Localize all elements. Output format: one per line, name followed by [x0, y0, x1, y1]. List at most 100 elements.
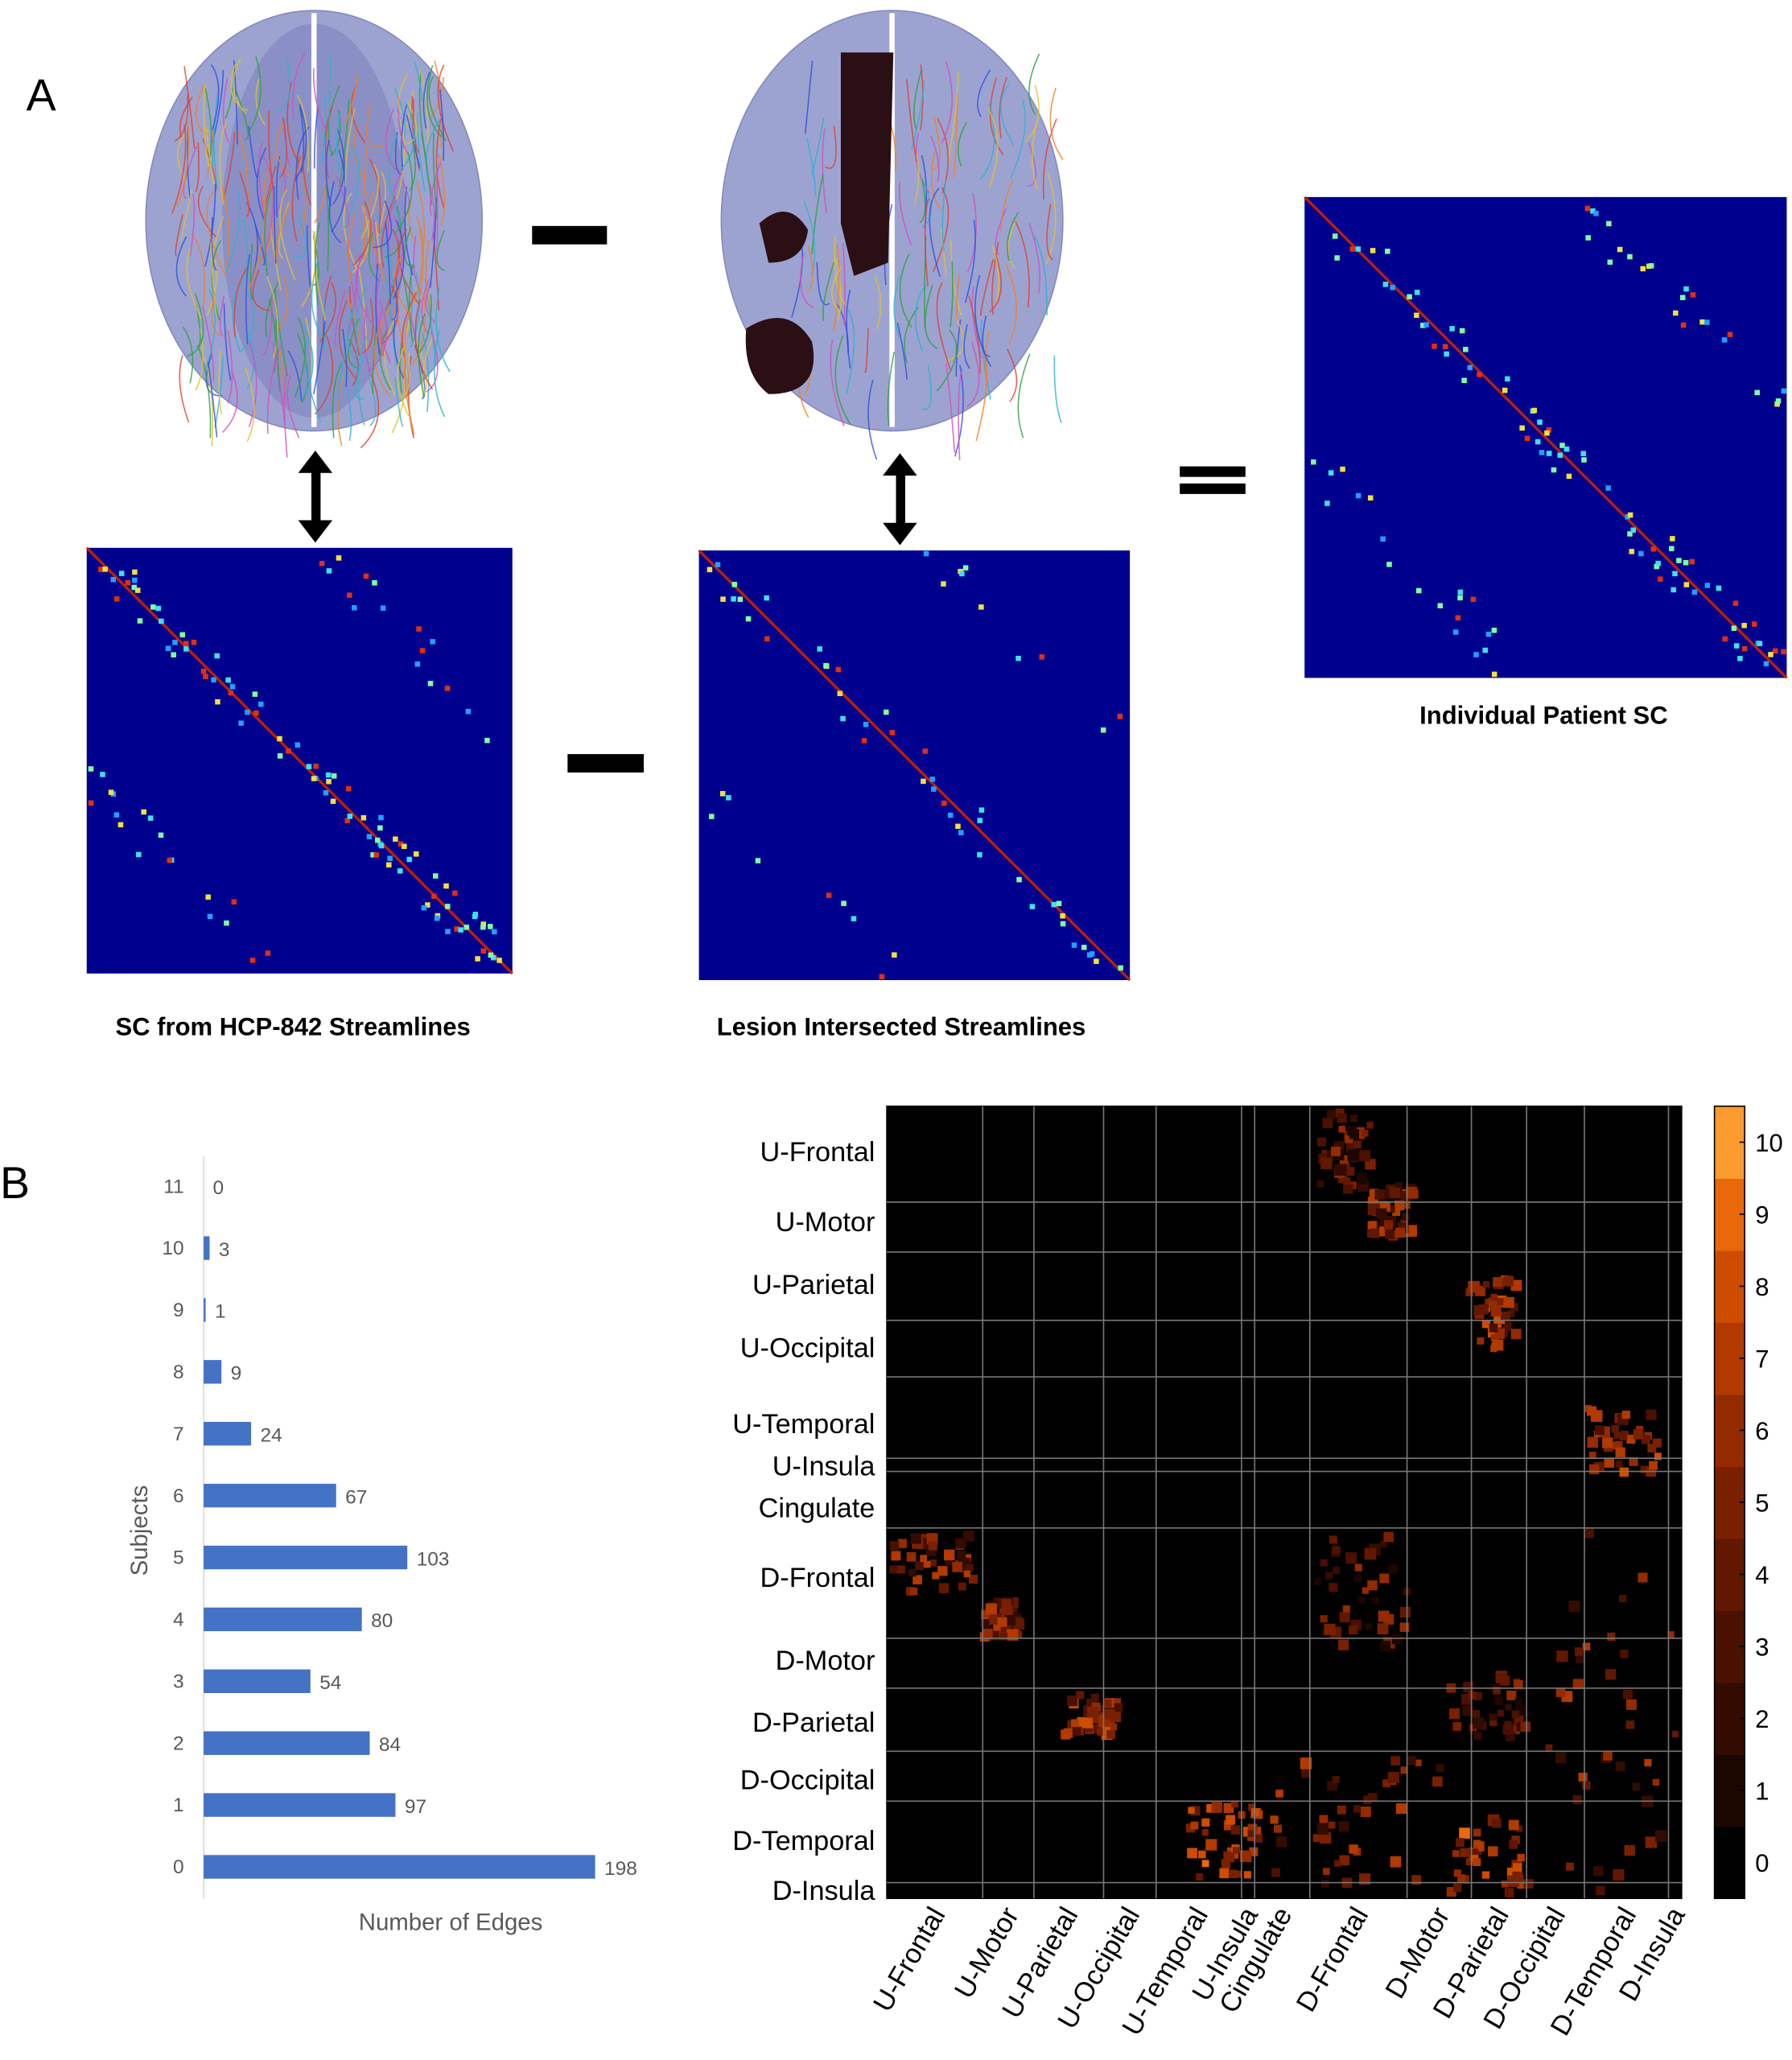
matrix-cell [207, 913, 213, 920]
row-label: U-Temporal [732, 1409, 875, 1440]
matrix-cell [1627, 531, 1633, 537]
heatmap-cell [1339, 1612, 1350, 1623]
matrix-cell [1355, 492, 1362, 499]
heatmap-cell [1321, 1880, 1329, 1888]
matrix-cell [1094, 958, 1099, 964]
fiber [222, 132, 236, 202]
heatmap-cell [1232, 1847, 1240, 1854]
heatmap-cell [1545, 1744, 1553, 1752]
fiber [314, 335, 334, 415]
minus-sign [567, 754, 645, 772]
heatmap-cell [929, 1559, 937, 1567]
heatmap-cell [1086, 1706, 1098, 1718]
connectivity-matrix [698, 549, 1131, 982]
fiber [433, 329, 446, 418]
fiber [435, 118, 445, 208]
fiber [410, 272, 420, 348]
matrix-cell [179, 632, 185, 638]
fiber [958, 369, 963, 461]
matrix-cell [1415, 587, 1422, 594]
heatmap-cell [1013, 1618, 1025, 1630]
matrix-cell [205, 894, 211, 900]
heatmap-cell [1001, 1599, 1012, 1609]
heatmap-cell [1270, 1815, 1279, 1824]
heatmap-cell [1300, 1757, 1312, 1770]
heatmap-cell [1655, 1830, 1667, 1842]
fiber [336, 175, 349, 228]
matrix-cell [377, 825, 383, 831]
bar [204, 1545, 408, 1570]
matrix-cell [1367, 495, 1374, 501]
matrix-cell [306, 764, 312, 769]
matrix-cell [731, 596, 736, 602]
heatmap-cell [958, 1582, 966, 1591]
bar [204, 1793, 396, 1817]
row-label: D-Occipital [740, 1765, 875, 1796]
fiber [964, 220, 976, 303]
matrix-cell [1502, 387, 1508, 393]
fiber [846, 289, 851, 369]
matrix-cell [977, 818, 983, 823]
heatmap-cell [1366, 1122, 1374, 1129]
matrix-cell [252, 691, 258, 697]
heatmap-cell [1372, 1204, 1380, 1212]
fiber [435, 286, 451, 373]
fiber [195, 142, 200, 192]
heatmap-cell [1626, 1434, 1636, 1444]
fiber [804, 60, 814, 134]
matrix-cell [1016, 876, 1022, 883]
heatmap-cell [1104, 1700, 1112, 1708]
matrix-cell [840, 715, 846, 722]
fiber [989, 253, 1003, 313]
fiber [265, 282, 279, 338]
fiber [252, 270, 270, 311]
fiber [1006, 348, 1018, 402]
heatmap-cell [1367, 1580, 1378, 1591]
matrix-cell [1704, 319, 1710, 325]
matrix-cell [1669, 546, 1675, 552]
heatmap-cell [1615, 1461, 1623, 1469]
fiber [306, 225, 311, 291]
heatmap-cell [1383, 1531, 1394, 1543]
matrix-cell [229, 684, 236, 690]
fiber [963, 323, 970, 369]
matrix-cell [325, 772, 332, 778]
heatmap-cell [1605, 1669, 1617, 1680]
fiber [404, 359, 415, 435]
fiber [363, 145, 368, 196]
heatmap-cell [1478, 1304, 1489, 1315]
matrix-cell [421, 904, 427, 911]
fiber [301, 230, 317, 308]
colorbar-tick-label: 4 [1755, 1561, 1769, 1589]
heatmap-cell [1196, 1873, 1204, 1881]
matrix-cell [1437, 603, 1444, 608]
matrix-cell [745, 616, 752, 622]
matrix-cell [1648, 263, 1654, 269]
row-label: Cingulate [759, 1494, 875, 1524]
fiber [292, 52, 306, 120]
fiber [273, 186, 277, 264]
heatmap-cell [1378, 1610, 1390, 1622]
matrix-cell [492, 929, 497, 935]
heatmap-cell [1493, 1687, 1501, 1695]
fiber [439, 89, 445, 161]
heatmap-cell [1377, 1623, 1389, 1635]
heatmap-cell [1345, 1552, 1357, 1564]
heatmap-cell [1615, 1761, 1625, 1772]
heatmap-cell [1354, 1564, 1362, 1572]
fiber [364, 191, 367, 260]
heatmap-cell [1247, 1823, 1258, 1834]
y-tick-label: 8 [173, 1362, 184, 1383]
heatmap-cell [1407, 1756, 1416, 1765]
matrix-cell [313, 763, 319, 769]
matrix-cell [1557, 452, 1563, 458]
matrix-cell [1593, 210, 1599, 216]
fiber [299, 106, 305, 174]
matrix-cell [374, 837, 381, 843]
heatmap-cell [1365, 1622, 1373, 1630]
fiber [406, 102, 418, 145]
colorbar-tick-label: 6 [1755, 1417, 1769, 1445]
bar [204, 1607, 362, 1632]
heatmap-cell [1211, 1802, 1222, 1813]
heatmap-cell [1607, 1632, 1616, 1641]
